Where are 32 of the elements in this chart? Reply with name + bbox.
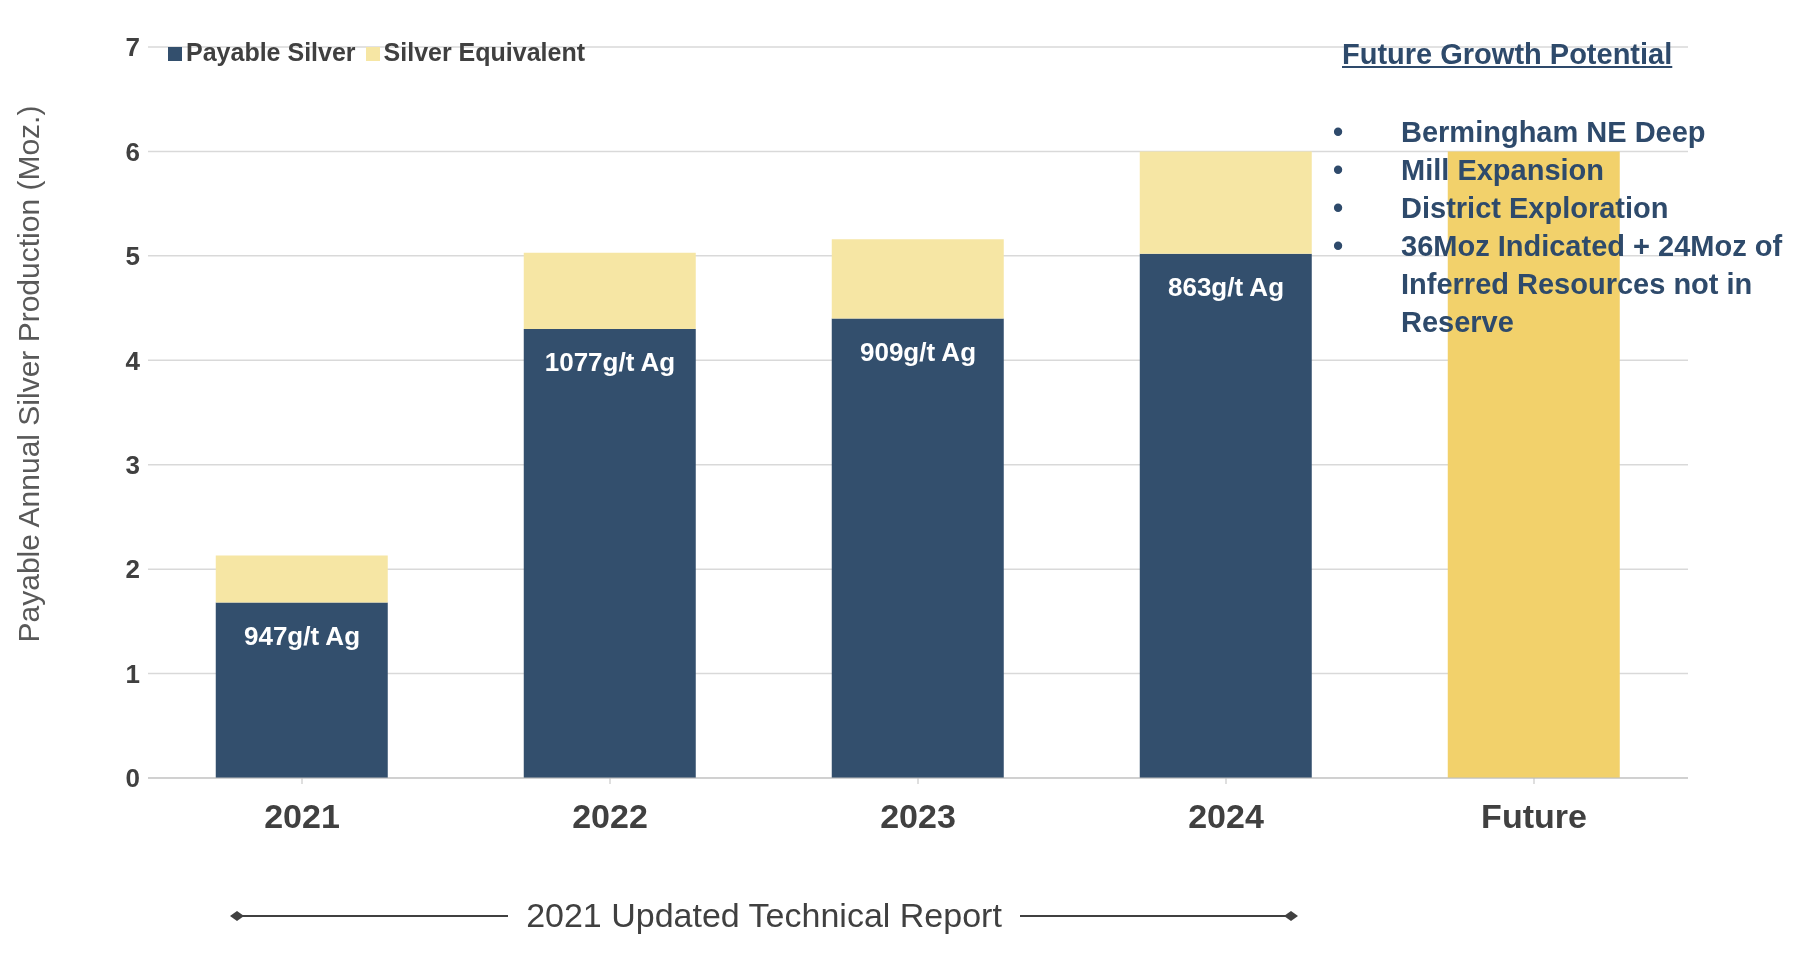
y-tick-label: 7 [125,32,140,63]
y-axis-title: Payable Annual Silver Production (Moz.) [11,105,45,643]
bar [1139,151,1312,254]
x-tick-label: 2023 [880,797,956,836]
x-tick-label: 2024 [1188,797,1264,836]
y-tick-label: 0 [125,763,140,794]
y-tick-label: 4 [125,345,141,376]
annotation: Future Growth Potential [1342,38,1673,71]
bar [1139,253,1312,778]
x-tick-label: 2021 [264,797,340,836]
x-tick-label: 2022 [572,797,648,836]
y-tick-label: 5 [125,241,140,272]
y-tick-label: 2 [125,554,140,585]
text: 2021 Updated Technical Report [526,896,1002,935]
y-tick-label: 6 [125,136,140,167]
annotation: 909g/t Ag [859,336,977,367]
legend-label: Payable Silver [186,38,356,66]
bar [215,602,388,778]
text: • Mill Expansion [1333,154,1605,186]
bar [523,252,696,329]
annotation: 1077g/t Ag [544,347,676,378]
annotation: 863g/t Ag [1167,272,1285,303]
y-tick-label: 3 [125,449,140,480]
bar [831,239,1004,319]
bar [523,328,696,778]
annotation: 947g/t Ag [243,621,361,652]
bar [831,318,1004,778]
y-tick-label: 1 [125,658,140,689]
text: • Bermingham NE Deep [1333,116,1706,148]
x-tick-label: Future [1481,797,1587,836]
bar [215,555,388,603]
legend-label: Silver Equivalent [383,38,586,66]
